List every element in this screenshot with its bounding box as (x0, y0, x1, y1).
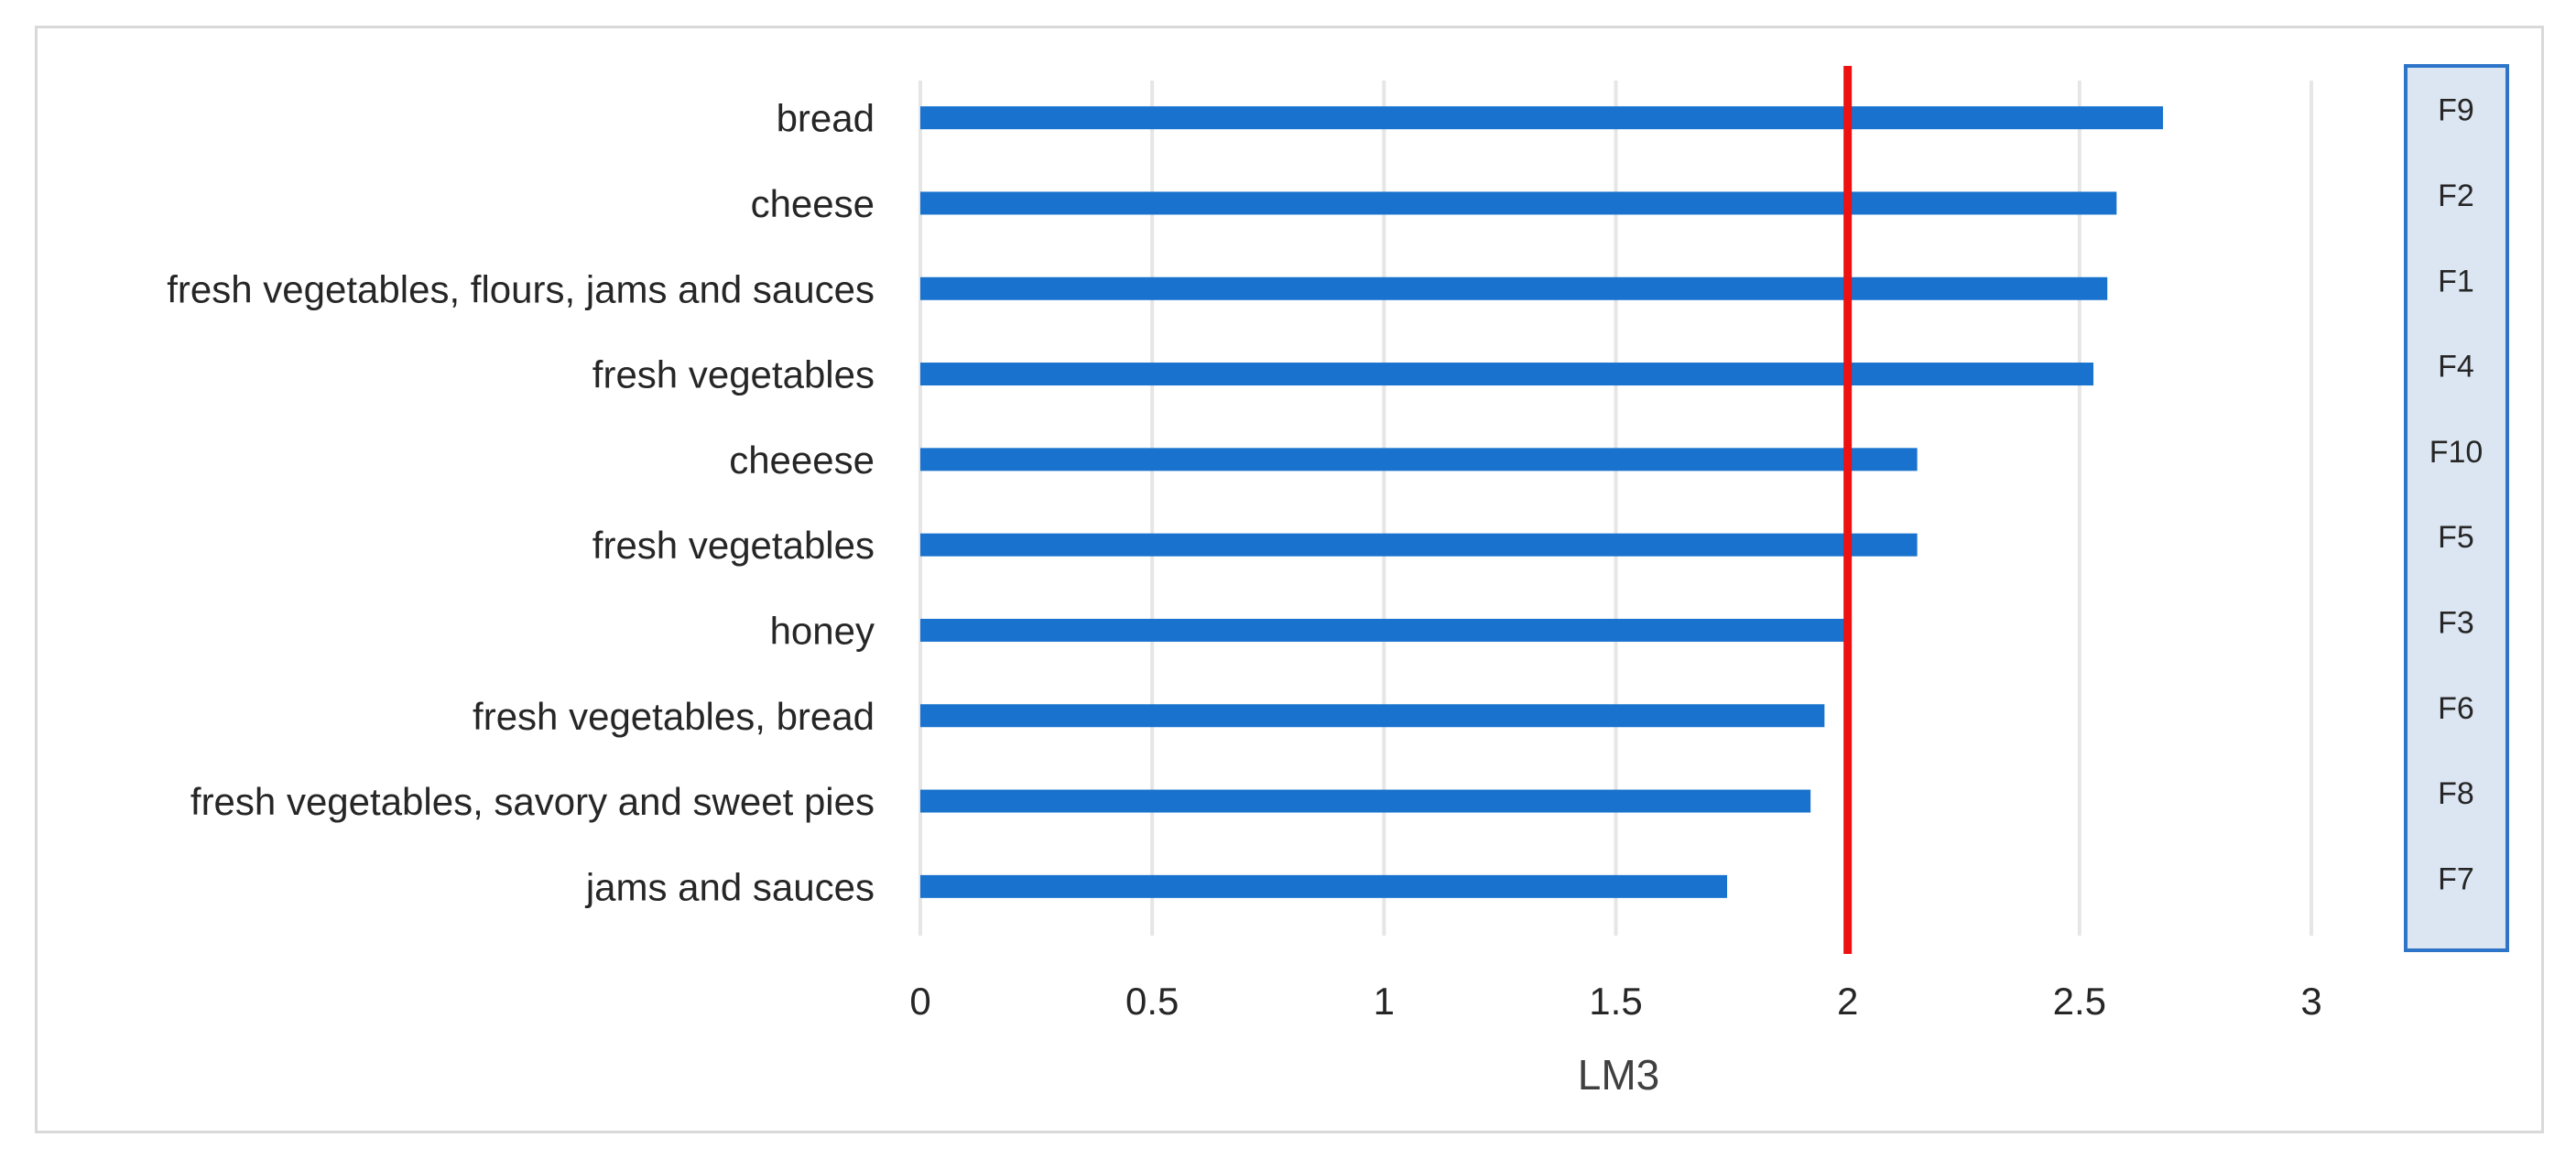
x-tick-label: 3 (2300, 980, 2321, 1023)
factor-box: F9 F2 F1 F4 F10 F5 F3 F6 F8 F7 (2404, 64, 2509, 952)
category-label: fresh vegetables, savory and sweet pies (190, 780, 875, 823)
category-labels: bread cheese fresh vegetables, flours, jam… (167, 97, 875, 909)
factor-label: F10 (2429, 435, 2484, 470)
bar (920, 448, 1918, 471)
factor-label: F1 (2438, 264, 2474, 298)
bar (920, 106, 2163, 130)
x-tick-label: 2.5 (2053, 980, 2106, 1023)
factor-label: F5 (2438, 520, 2474, 555)
factor-label: F9 (2438, 93, 2474, 128)
bar (920, 874, 1728, 898)
category-label: jams and sauces (584, 865, 875, 908)
x-tick-label: 1.5 (1589, 980, 1642, 1023)
factor-box-frame (2404, 64, 2509, 952)
category-label: fresh vegetables (592, 524, 875, 567)
category-label: fresh vegetables, bread (473, 695, 875, 738)
factor-label: F3 (2438, 605, 2474, 640)
factor-label: F2 (2438, 179, 2474, 213)
x-tick-label: 0 (909, 980, 930, 1023)
category-label: fresh vegetables (592, 353, 875, 396)
bar (920, 618, 1848, 642)
category-label: bread (777, 97, 875, 140)
category-label: cheese (751, 182, 875, 225)
factor-label: F8 (2438, 776, 2474, 811)
factor-label: F4 (2438, 350, 2474, 385)
category-label: cheeese (729, 439, 875, 482)
bar (920, 363, 2094, 386)
factor-label: F7 (2438, 861, 2474, 896)
x-axis-title: LM3 (1578, 1051, 1659, 1099)
bar (920, 191, 2117, 215)
bar (920, 533, 1918, 557)
x-tick-label: 2 (1837, 980, 1858, 1023)
category-label: fresh vegetables, flours, jams and sauce… (167, 267, 875, 310)
x-tick-labels: 0 0.5 1 1.5 2 2.5 3 (909, 980, 2321, 1023)
bar (920, 704, 1825, 728)
category-label: honey (770, 609, 875, 652)
x-tick-label: 1 (1374, 980, 1395, 1023)
bar (920, 789, 1811, 813)
factor-label: F6 (2438, 691, 2474, 726)
bar (920, 276, 2108, 300)
x-tick-label: 0.5 (1125, 980, 1179, 1023)
bars (920, 106, 2163, 898)
